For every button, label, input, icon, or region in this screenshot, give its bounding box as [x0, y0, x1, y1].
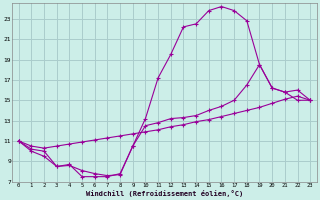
X-axis label: Windchill (Refroidissement éolien,°C): Windchill (Refroidissement éolien,°C) — [86, 190, 243, 197]
